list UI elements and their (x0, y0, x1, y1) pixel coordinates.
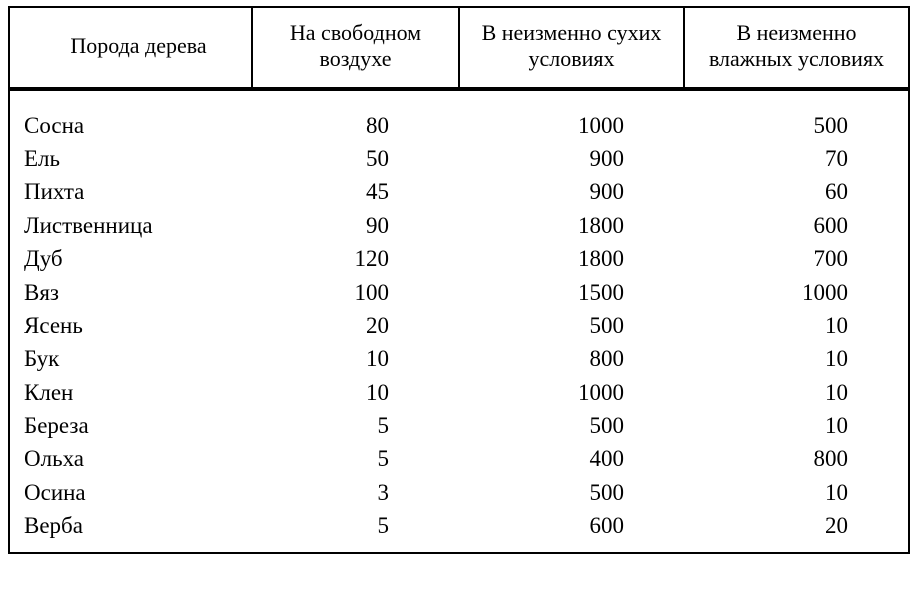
cell-value: 1000 (459, 109, 684, 142)
cell-value: 400 (459, 442, 684, 475)
cell-value: 500 (684, 109, 909, 142)
table-row: Береза550010 (9, 409, 909, 442)
cell-value: 10 (684, 476, 909, 509)
cell-species: Сосна (9, 109, 252, 142)
col-header-open-air: На свободном воздухе (252, 7, 459, 89)
cell-value: 900 (459, 175, 684, 208)
cell-value: 10 (252, 342, 459, 375)
cell-value: 1800 (459, 242, 684, 275)
cell-value: 5 (252, 442, 459, 475)
table-row: Бук1080010 (9, 342, 909, 375)
cell-species: Дуб (9, 242, 252, 275)
cell-species: Осина (9, 476, 252, 509)
col-header-species: Порода дерева (9, 7, 252, 89)
cell-species: Ель (9, 142, 252, 175)
table-row: Вяз10015001000 (9, 276, 909, 309)
cell-species: Клен (9, 376, 252, 409)
cell-species: Верба (9, 509, 252, 553)
cell-value: 600 (684, 209, 909, 242)
cell-species: Лиственница (9, 209, 252, 242)
cell-value: 600 (459, 509, 684, 553)
cell-value: 900 (459, 142, 684, 175)
wood-durability-table: Порода дерева На свободном воздухе В неи… (8, 6, 910, 554)
cell-species: Бук (9, 342, 252, 375)
cell-value: 20 (684, 509, 909, 553)
cell-value: 10 (684, 342, 909, 375)
cell-value: 60 (684, 175, 909, 208)
cell-value: 700 (684, 242, 909, 275)
col-header-dry: В неизменно сухих условиях (459, 7, 684, 89)
cell-value: 80 (252, 109, 459, 142)
cell-value: 5 (252, 509, 459, 553)
cell-value: 10 (684, 309, 909, 342)
cell-value: 800 (684, 442, 909, 475)
table-row: Пихта4590060 (9, 175, 909, 208)
cell-value: 45 (252, 175, 459, 208)
table-row: Лиственница901800600 (9, 209, 909, 242)
cell-species: Ясень (9, 309, 252, 342)
cell-value: 500 (459, 476, 684, 509)
cell-species: Вяз (9, 276, 252, 309)
table-row: Клен10100010 (9, 376, 909, 409)
cell-value: 50 (252, 142, 459, 175)
cell-species: Пихта (9, 175, 252, 208)
cell-value: 10 (684, 376, 909, 409)
col-header-wet: В неизменно влажных усло­виях (684, 7, 909, 89)
table-row: Сосна801000500 (9, 109, 909, 142)
cell-value: 10 (684, 409, 909, 442)
table-row: Осина350010 (9, 476, 909, 509)
table-row: Ясень2050010 (9, 309, 909, 342)
cell-value: 3 (252, 476, 459, 509)
cell-value: 70 (684, 142, 909, 175)
cell-value: 100 (252, 276, 459, 309)
table-row: Ель5090070 (9, 142, 909, 175)
table-row: Дуб1201800700 (9, 242, 909, 275)
table-row: Ольха5400800 (9, 442, 909, 475)
table-header-row: Порода дерева На свободном воздухе В неи… (9, 7, 909, 89)
table-row: Верба560020 (9, 509, 909, 553)
cell-value: 1500 (459, 276, 684, 309)
cell-value: 1000 (684, 276, 909, 309)
cell-value: 1800 (459, 209, 684, 242)
cell-value: 1000 (459, 376, 684, 409)
cell-value: 90 (252, 209, 459, 242)
cell-value: 120 (252, 242, 459, 275)
cell-value: 500 (459, 409, 684, 442)
cell-value: 10 (252, 376, 459, 409)
cell-value: 5 (252, 409, 459, 442)
cell-value: 500 (459, 309, 684, 342)
cell-species: Береза (9, 409, 252, 442)
cell-value: 20 (252, 309, 459, 342)
cell-value: 800 (459, 342, 684, 375)
cell-species: Ольха (9, 442, 252, 475)
